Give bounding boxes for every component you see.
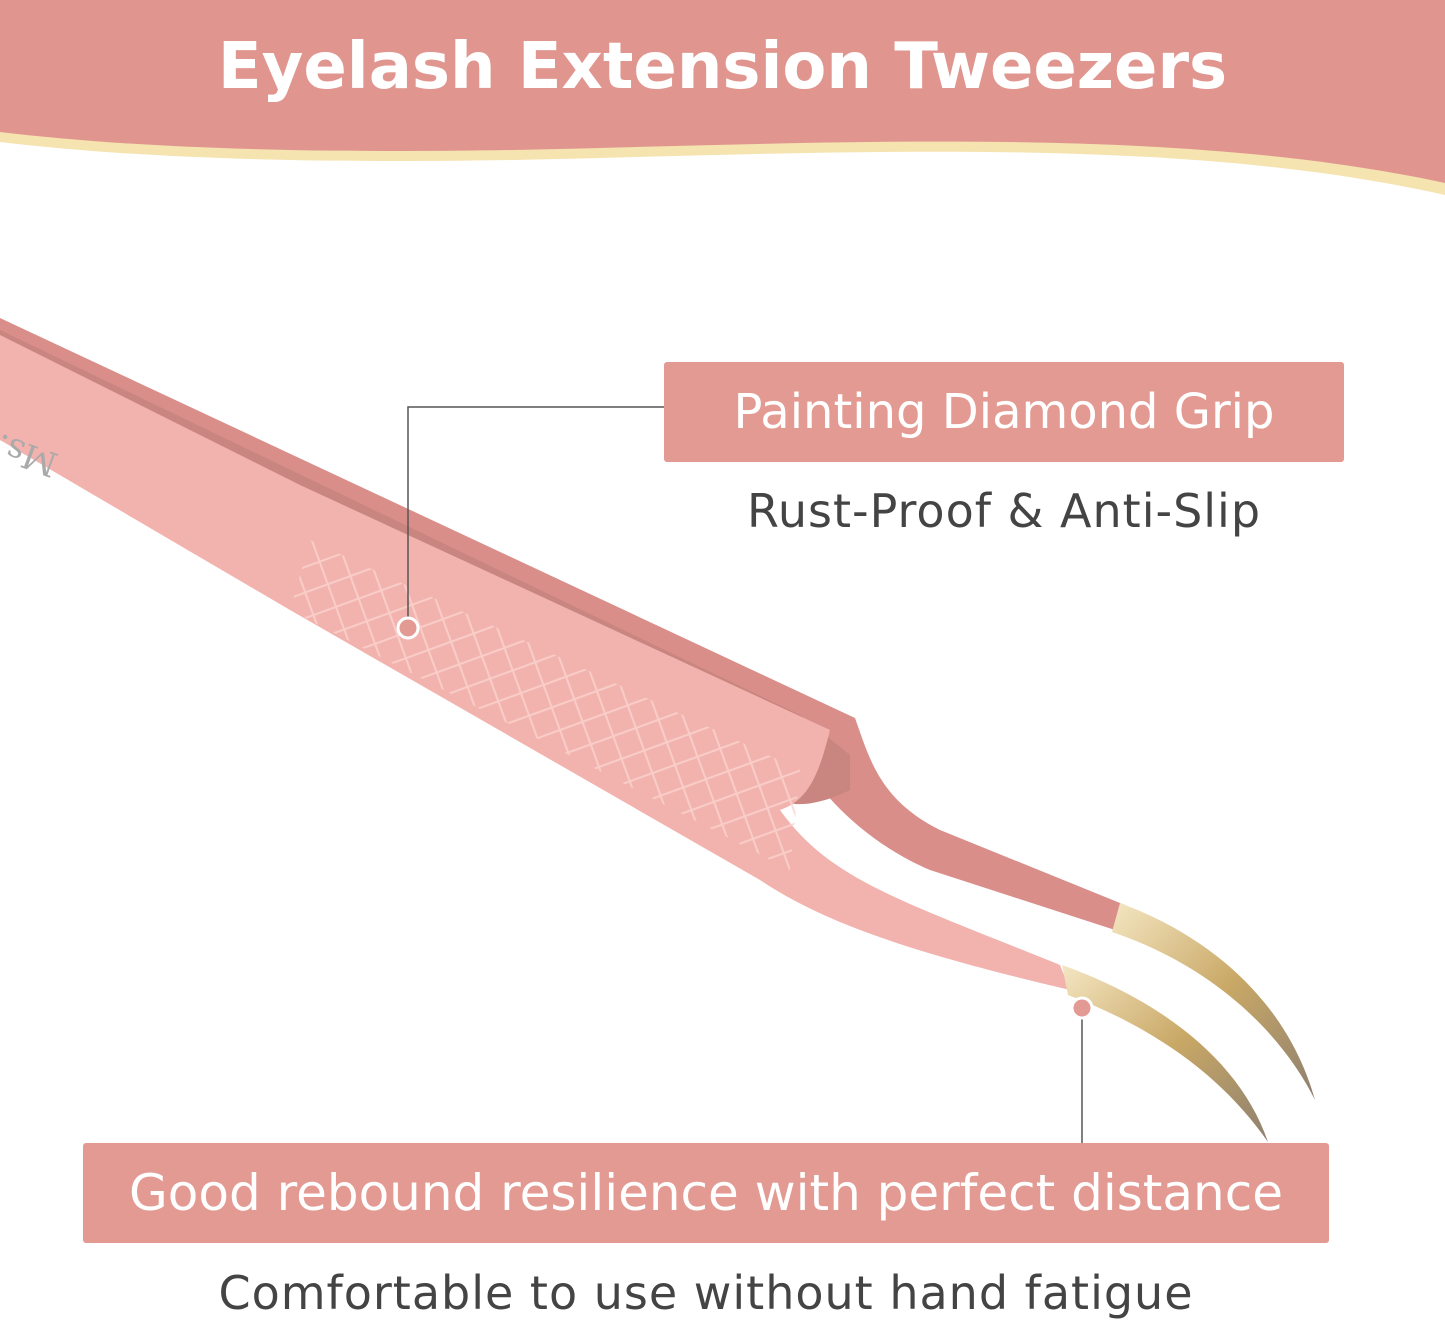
callout-leader-1: [407, 406, 664, 620]
callout-label-text: Good rebound resilience with perfect dis…: [129, 1164, 1283, 1222]
callout-subtitle-grip: Rust-Proof & Anti-Slip: [746, 484, 1262, 538]
callout-label-rebound: Good rebound resilience with perfect dis…: [83, 1143, 1329, 1243]
callout-dot-1: [396, 616, 420, 640]
callout-label-grip: Painting Diamond Grip: [664, 362, 1344, 462]
page-title: Eyelash Extension Tweezers: [217, 30, 1228, 104]
callout-dot-2: [1070, 996, 1094, 1020]
header-banner: [0, 0, 1445, 195]
callout-subtitle-rebound: Comfortable to use without hand fatigue: [218, 1266, 1194, 1320]
callout-label-text: Painting Diamond Grip: [733, 384, 1275, 440]
